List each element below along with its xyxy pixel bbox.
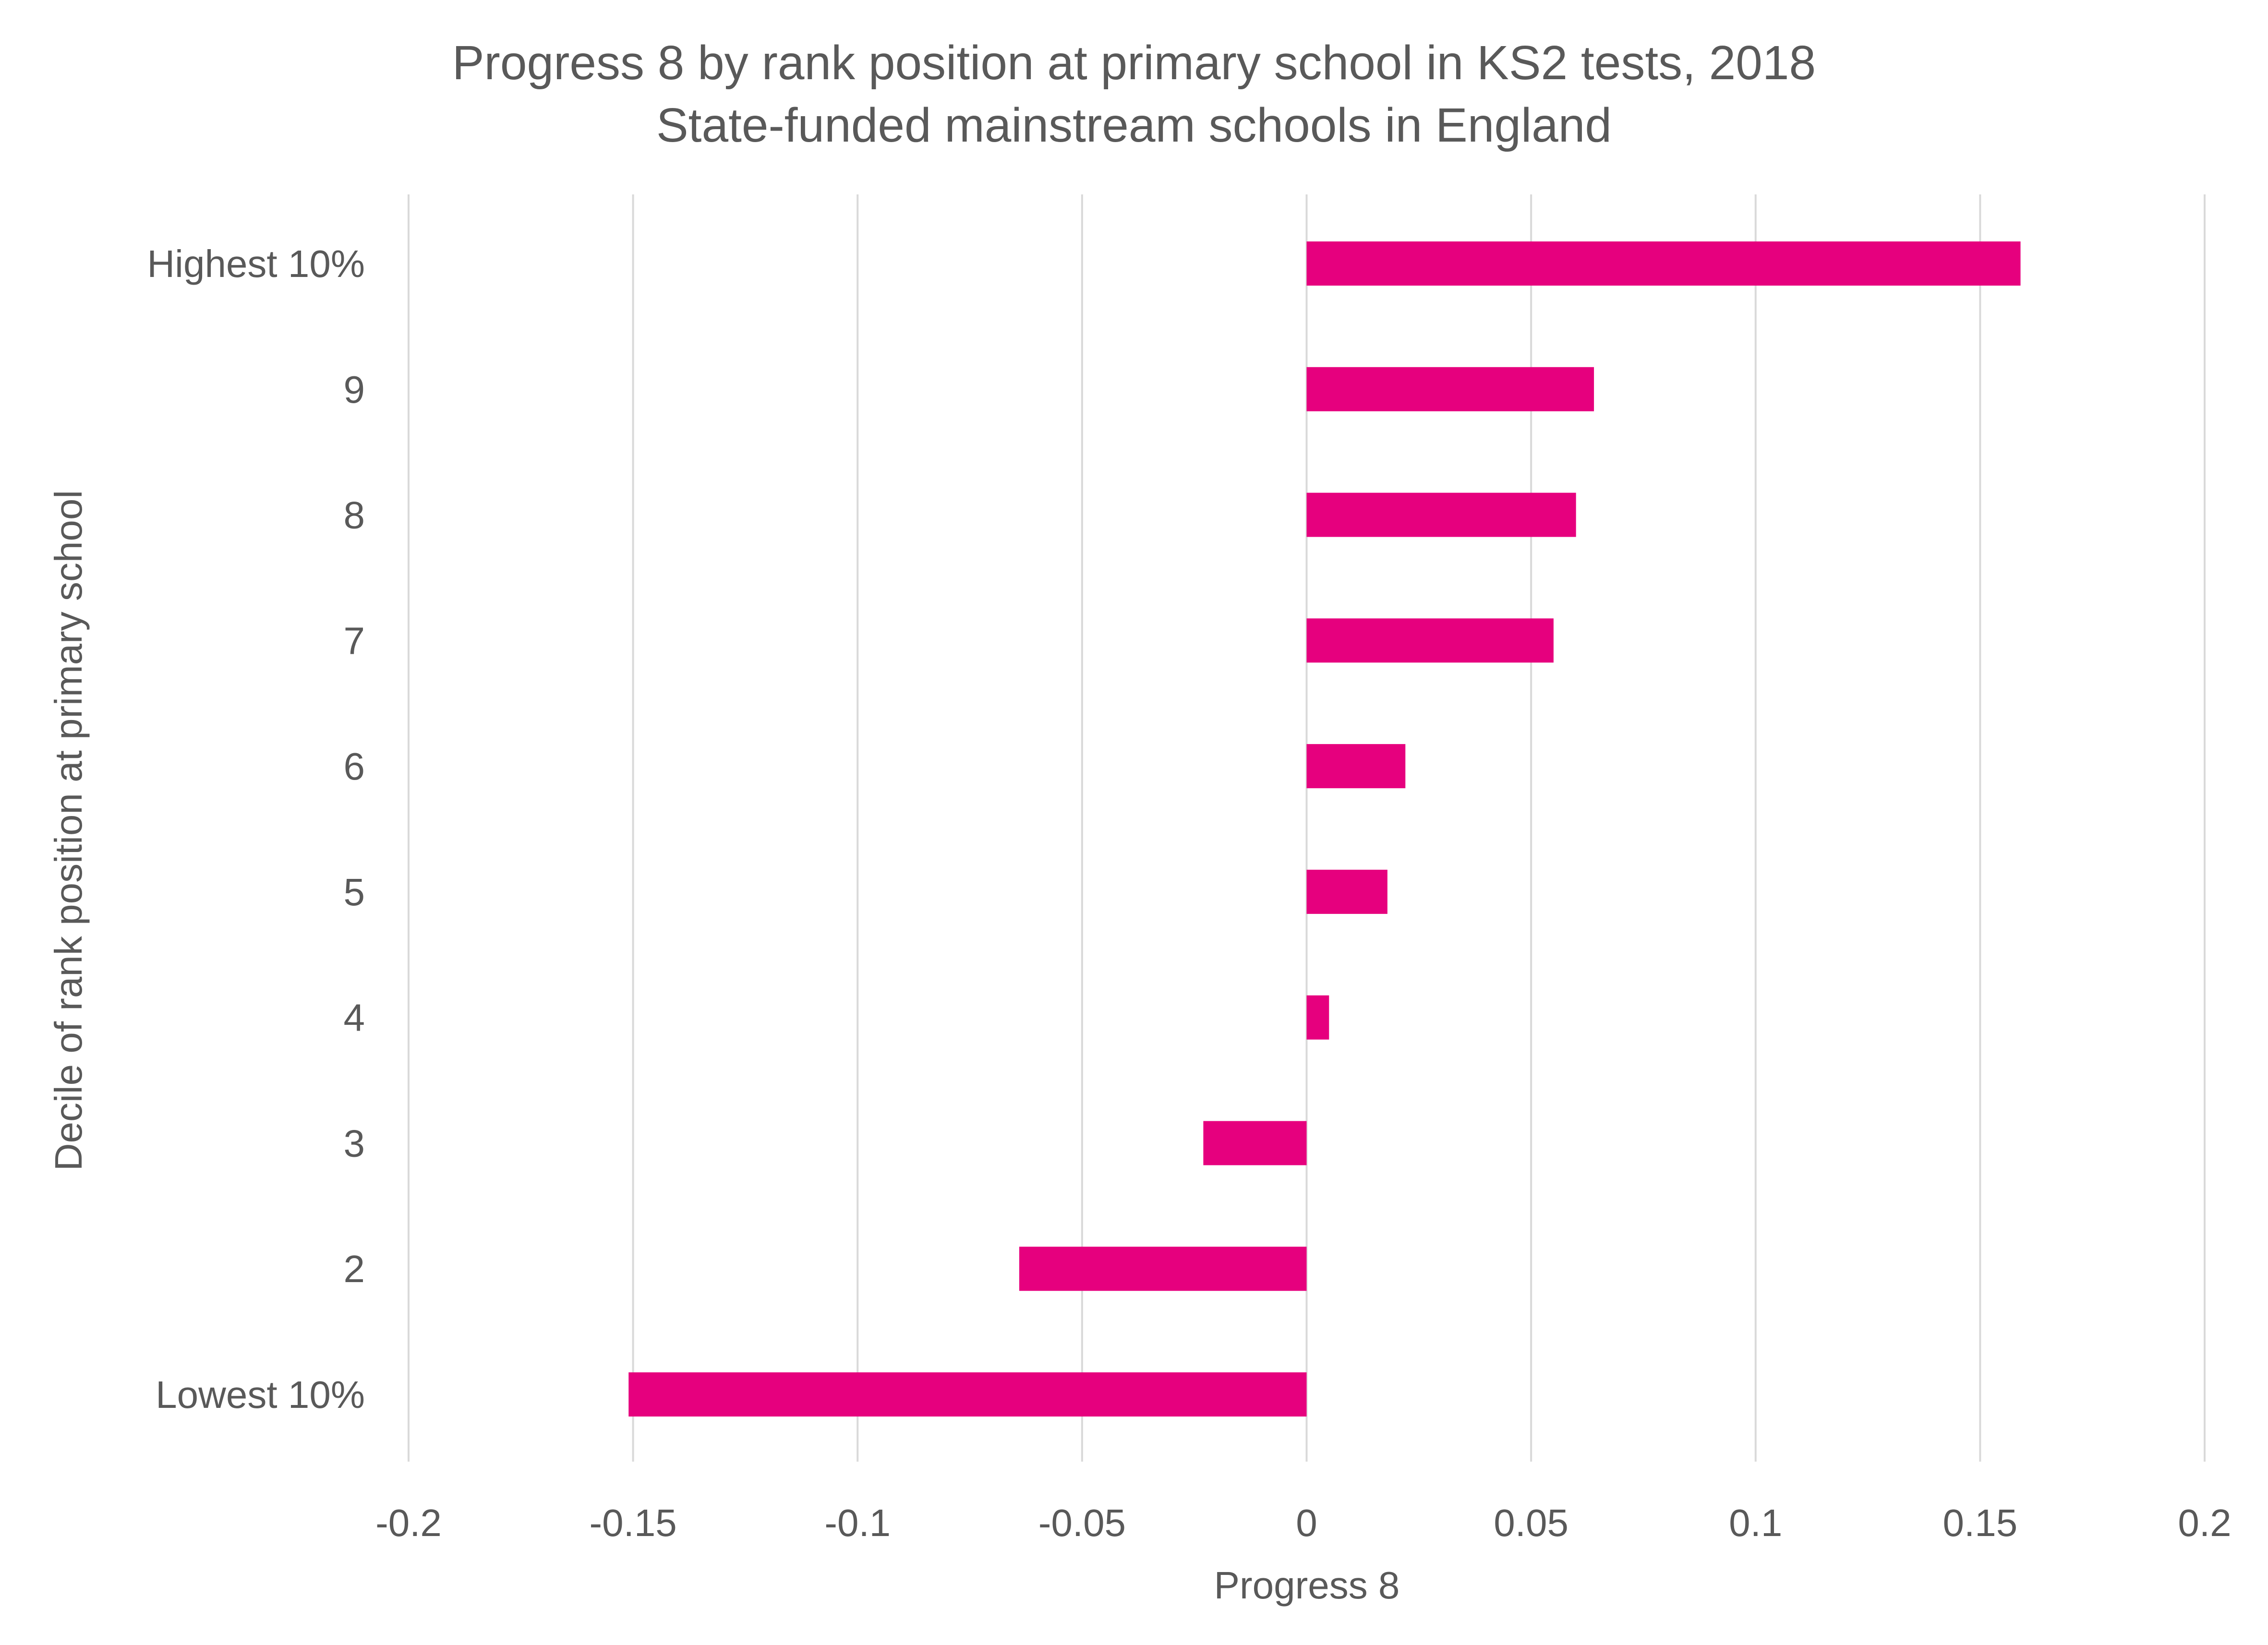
bar [1306, 869, 1387, 914]
y-axis-title: Decile of rank position at primary schoo… [47, 490, 90, 1171]
bar [1306, 492, 1576, 537]
x-tick-label: -0.05 [1038, 1501, 1126, 1544]
bar [1306, 744, 1406, 789]
bar [1306, 241, 2021, 286]
bar [1306, 618, 1554, 663]
y-tick-label: 5 [344, 871, 365, 913]
y-tick-label: 8 [344, 494, 365, 537]
x-tick-label: 0.2 [2178, 1501, 2231, 1544]
x-axis-tick-labels: -0.2 -0.15 -0.1 -0.05 0 0.05 0.1 0.15 0.2 [375, 1501, 2232, 1544]
y-tick-label: 4 [344, 997, 365, 1039]
y-tick-label: 3 [344, 1122, 365, 1165]
bars [628, 241, 2021, 1417]
y-tick-label: 6 [344, 745, 365, 788]
x-axis-title: Progress 8 [1214, 1564, 1400, 1607]
chart-title: Progress 8 by rank position at primary s… [452, 36, 1816, 90]
y-tick-label: 9 [344, 368, 365, 411]
bar [1203, 1121, 1307, 1165]
y-tick-label: Highest 10% [147, 242, 365, 285]
y-tick-label: 2 [344, 1248, 365, 1290]
y-tick-label: Lowest 10% [156, 1373, 365, 1416]
x-tick-label: -0.15 [589, 1501, 676, 1544]
x-tick-label: 0.1 [1729, 1501, 1782, 1544]
y-tick-label: 7 [344, 619, 365, 662]
x-tick-label: 0.15 [1943, 1501, 2018, 1544]
chart-subtitle: State-funded mainstream schools in Engla… [656, 98, 1612, 152]
bar [1019, 1247, 1307, 1291]
bar [1306, 995, 1329, 1040]
x-tick-label: -0.2 [375, 1501, 442, 1544]
bar [628, 1372, 1307, 1417]
x-tick-label: -0.1 [824, 1501, 891, 1544]
y-axis-tick-labels: Highest 10% 9 8 7 6 5 4 3 2 Lowest 10% [147, 242, 365, 1416]
x-tick-label: 0 [1296, 1501, 1317, 1544]
bar [1306, 367, 1594, 411]
x-tick-label: 0.05 [1494, 1501, 1568, 1544]
